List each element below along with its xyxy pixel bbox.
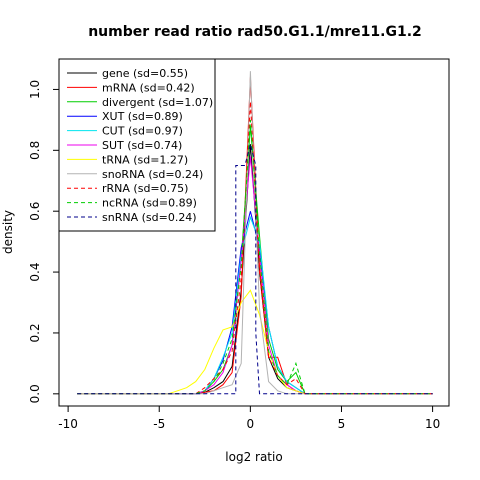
x-tick-label: 0: [247, 417, 255, 431]
legend: gene (sd=0.55)mRNA (sd=0.42) divergent (s…: [58, 58, 216, 232]
x-tick-label: -10: [58, 417, 78, 431]
y-tick-label: 0.8: [28, 141, 42, 160]
legend-label: ncRNA (sd=0.89): [102, 197, 197, 210]
legend-label: gene (sd=0.55): [102, 67, 188, 80]
series-line: [77, 101, 433, 395]
series-line: [77, 215, 433, 395]
y-tick-label: 0.4: [28, 263, 42, 282]
x-tick-label: 5: [338, 417, 346, 431]
legend-label: rRNA (sd=0.75): [102, 182, 188, 195]
legend-label: divergent (sd=1.07): [102, 96, 213, 109]
x-axis: -10 -5 0 5 10: [58, 405, 440, 431]
legend-label: XUT (sd=0.89): [102, 110, 183, 123]
y-tick-label: 0.0: [28, 384, 42, 403]
legend-label: CUT (sd=0.97): [102, 125, 183, 138]
x-tick-label: -5: [153, 417, 165, 431]
chart-title: number read ratio rad50.G1.1/mre11.G1.2: [88, 24, 422, 40]
y-tick-label: 1.0: [28, 80, 42, 99]
series-line: [77, 289, 433, 395]
legend-label: SUT (sd=0.74): [102, 139, 182, 152]
series-line: [77, 144, 433, 395]
y-tick-label: 0.6: [28, 202, 42, 221]
legend-label: snoRNA (sd=0.24): [102, 168, 203, 181]
y-axis-label: density: [1, 210, 15, 254]
x-tick-label: 10: [425, 417, 440, 431]
legend-label: tRNA (sd=1.27): [102, 153, 188, 166]
legend-label: mRNA (sd=0.42): [102, 81, 195, 94]
x-axis-label: log2 ratio: [225, 450, 282, 464]
series-line: [77, 156, 433, 395]
legend-label: snRNA (sd=0.24): [102, 211, 197, 224]
series-layer: [77, 71, 433, 395]
series-line: [77, 119, 433, 395]
y-axis: 0.0 0.2 0.4 0.6 0.8 1.0: [28, 80, 60, 403]
y-tick-label: 0.2: [28, 323, 42, 342]
